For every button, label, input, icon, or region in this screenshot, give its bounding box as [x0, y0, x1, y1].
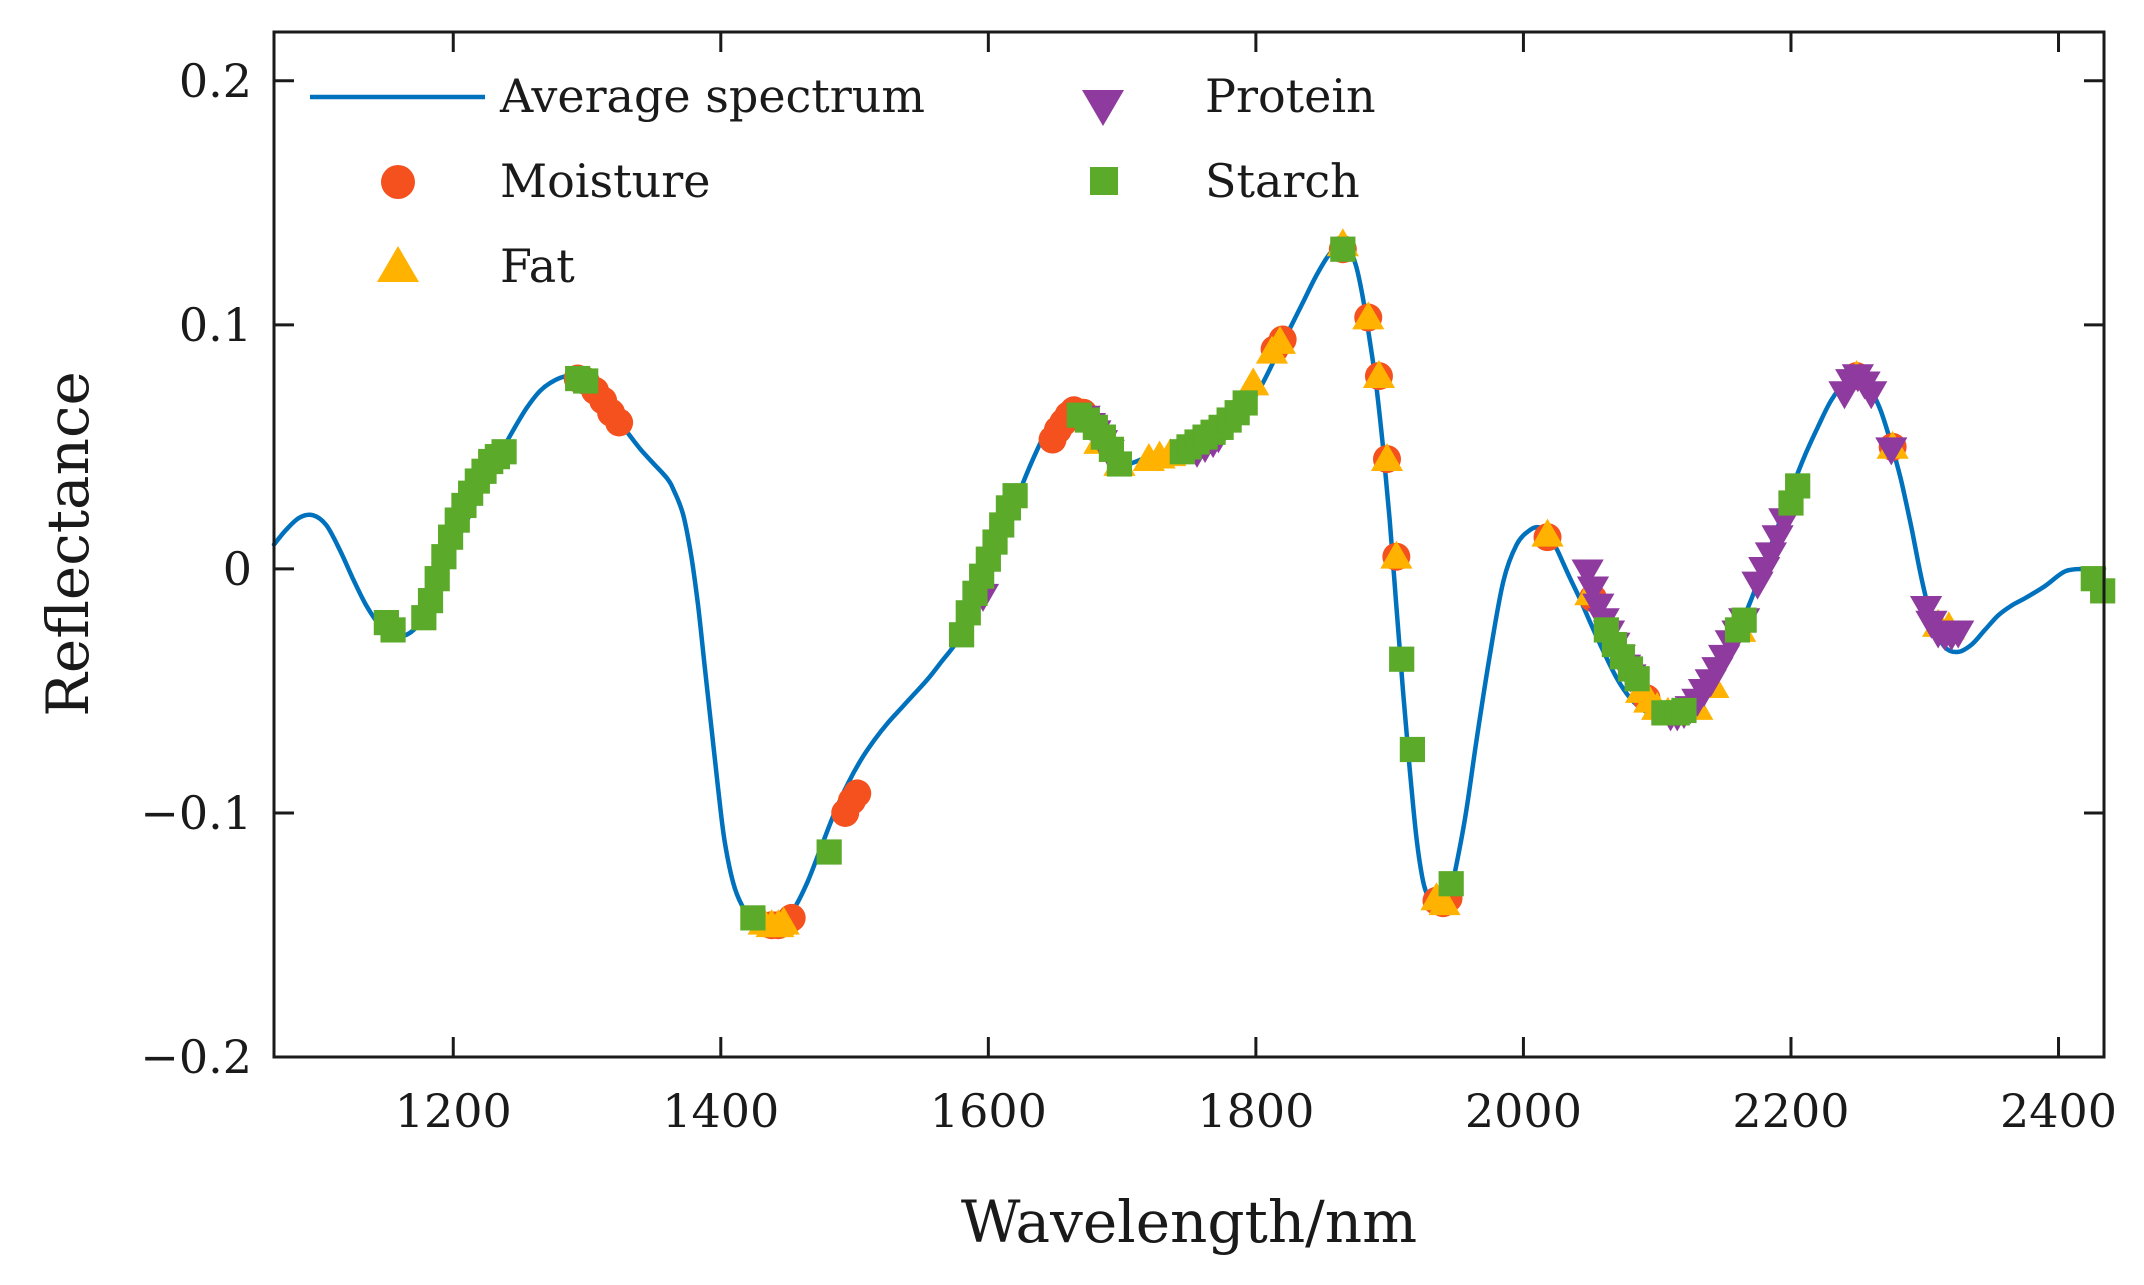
protein-point [1582, 593, 1615, 622]
legend-swatch-moisture [381, 165, 415, 199]
starch-point [1785, 473, 1811, 499]
scatter-markers [373, 228, 2116, 940]
y-axis-label: Reflectance [34, 371, 102, 717]
starch-point [1399, 736, 1425, 763]
y-tick-labels: −0.2 −0.1 0 0.1 0.2 [140, 54, 252, 1084]
y-tick-label: −0.1 [140, 786, 252, 840]
fat-point [1370, 442, 1404, 471]
fat-point [1237, 367, 1270, 396]
x-tick-label: 1200 [395, 1084, 512, 1138]
legend-swatch-protein [1082, 90, 1124, 126]
starch-point [573, 368, 599, 394]
legend-label-average-spectrum: Average spectrum [499, 69, 925, 123]
fat-point [1380, 540, 1413, 569]
x-tick-label: 1400 [662, 1084, 779, 1138]
starch-point [417, 588, 444, 614]
fat-point [1362, 360, 1396, 389]
legend-swatch-fat [377, 246, 419, 282]
x-tick-label: 2000 [1465, 1084, 1582, 1138]
legend-label-fat: Fat [500, 239, 575, 293]
legend-swatch-starch [1090, 167, 1118, 195]
fat-point [1352, 301, 1385, 330]
moisture-point [605, 408, 634, 437]
starch-point [1330, 236, 1356, 262]
y-tick-label: −0.2 [140, 1030, 252, 1084]
y-tick-label: 0.1 [179, 298, 252, 352]
protein-point [1571, 559, 1604, 588]
starch-point [1232, 390, 1258, 416]
starch-point [1438, 871, 1464, 897]
legend-label-starch: Starch [1205, 154, 1360, 208]
fat-point [767, 906, 800, 935]
y-tick-label: 0.2 [179, 54, 252, 108]
plot-frame [272, 30, 2106, 1059]
x-tick-label: 1600 [930, 1084, 1047, 1138]
starch-point [1624, 666, 1650, 692]
starch-point [740, 905, 766, 931]
starch-point [380, 617, 406, 643]
starch-point [424, 566, 450, 592]
protein-point [1576, 576, 1610, 605]
legend-label-protein: Protein [1205, 69, 1376, 123]
x-tick-labels: 1200 1400 1600 1800 2000 2200 2400 [395, 1084, 2117, 1138]
starch-point [1002, 483, 1028, 509]
starch-point [1671, 697, 1697, 724]
starch-point [948, 622, 975, 648]
protein-point [1909, 596, 1943, 625]
x-tick-label: 2200 [1732, 1084, 1849, 1138]
protein-point [1855, 381, 1888, 410]
starch-point [491, 439, 517, 465]
starch-point [1389, 646, 1415, 672]
starch-point [1106, 451, 1133, 477]
legend: Average spectrum Moisture Fat Protein St… [310, 69, 1376, 293]
y-tick-label: 0 [223, 542, 252, 596]
moisture-point [843, 779, 872, 808]
x-tick-label: 1800 [1197, 1084, 1314, 1138]
x-tick-label: 2400 [2000, 1084, 2117, 1138]
starch-point [816, 839, 842, 865]
starch-point [1731, 607, 1757, 633]
fat-point [1428, 887, 1461, 916]
fat-point [1263, 325, 1297, 354]
protein-point [1875, 437, 1908, 466]
plot-background [274, 32, 2104, 1057]
protein-point [1942, 620, 1975, 649]
legend-label-moisture: Moisture [500, 154, 710, 208]
x-axis-label: Wavelength/nm [961, 1188, 1417, 1256]
fat-point [1531, 518, 1564, 547]
